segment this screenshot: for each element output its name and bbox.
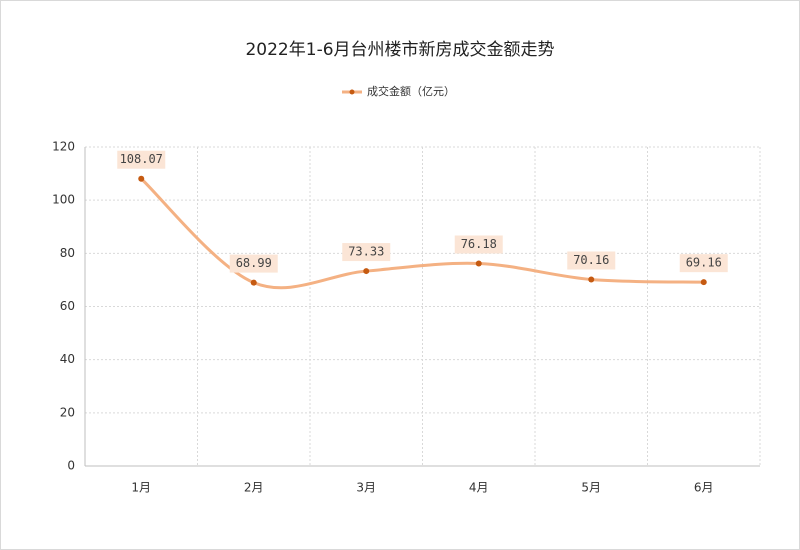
y-tick-label: 20 xyxy=(60,405,75,419)
y-tick-label: 120 xyxy=(52,140,75,154)
point-marker xyxy=(250,279,257,286)
point-marker xyxy=(363,268,370,275)
data-label: 70.16 xyxy=(573,253,609,267)
data-label-bg xyxy=(679,254,728,273)
series-line xyxy=(140,177,704,290)
x-tick-label: 6月 xyxy=(694,481,714,495)
point-marker xyxy=(138,175,145,182)
data-label: 76.18 xyxy=(461,237,497,251)
y-tick-label: 100 xyxy=(52,193,75,207)
x-tick-label: 4月 xyxy=(469,481,489,495)
data-label-bg xyxy=(454,235,503,254)
y-tick-label: 40 xyxy=(60,352,75,366)
x-tick-label: 2月 xyxy=(244,481,264,495)
data-label-bg xyxy=(117,150,166,169)
data-label: 68.99 xyxy=(236,256,272,270)
data-label: 69.16 xyxy=(686,256,722,270)
data-label: 108.07 xyxy=(120,152,163,166)
point-marker xyxy=(700,279,707,286)
data-label-bg xyxy=(567,251,616,270)
chart-title: 2022年1-6月台州楼市新房成交金额走势 xyxy=(245,40,554,60)
legend-marker xyxy=(349,89,355,95)
data-label-bg xyxy=(342,243,391,262)
point-marker xyxy=(475,260,482,267)
x-tick-label: 5月 xyxy=(581,481,601,495)
y-tick-label: 60 xyxy=(60,299,75,313)
data-label: 73.33 xyxy=(348,245,384,259)
y-tick-label: 80 xyxy=(60,246,75,260)
point-marker xyxy=(588,276,595,283)
legend-label: 成交金额（亿元） xyxy=(367,84,455,98)
y-tick-label: 0 xyxy=(67,459,75,473)
x-tick-label: 1月 xyxy=(131,481,151,495)
data-label-bg xyxy=(229,254,278,273)
x-tick-label: 3月 xyxy=(356,481,376,495)
